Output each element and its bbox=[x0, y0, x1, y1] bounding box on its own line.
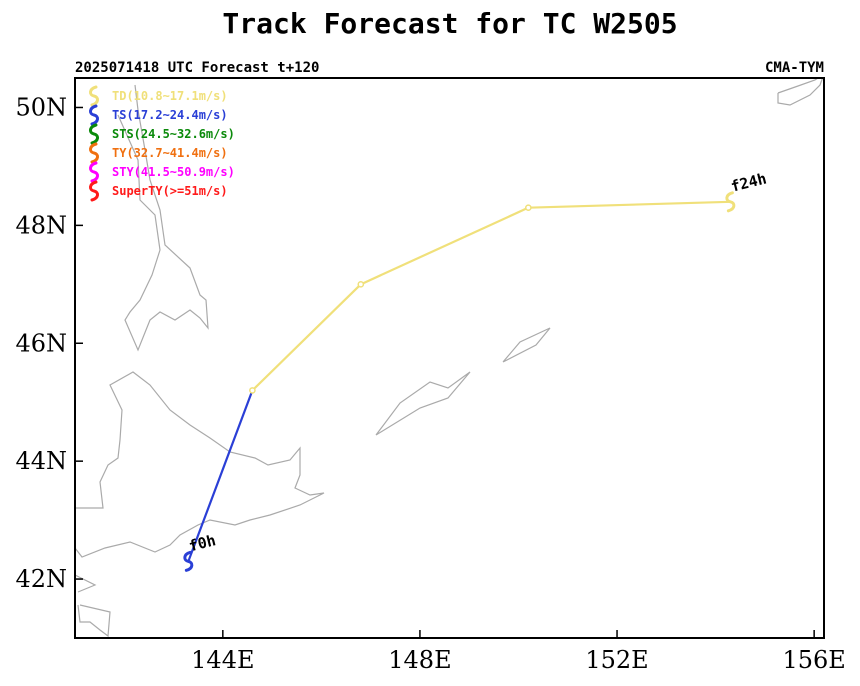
y-tick-label: 42N bbox=[15, 565, 67, 593]
track-annotation: f0h bbox=[187, 531, 218, 555]
legend-label: TS(17.2~24.4m/s) bbox=[112, 108, 228, 122]
legend-symbol bbox=[89, 142, 99, 164]
legend-symbol bbox=[89, 180, 99, 202]
legend-label: SuperTY(>=51m/s) bbox=[112, 184, 228, 198]
track-segment bbox=[360, 206, 529, 286]
chart-subtitle-right: CMA-TYM bbox=[765, 60, 824, 76]
legend-label: STY(41.5~50.9m/s) bbox=[112, 165, 235, 179]
legend-symbol bbox=[89, 104, 99, 126]
legend-symbol bbox=[89, 85, 99, 107]
track-segment bbox=[251, 283, 362, 392]
legend-label: STS(24.5~32.6m/s) bbox=[112, 127, 235, 141]
legend-symbol bbox=[89, 123, 99, 145]
track-point bbox=[249, 387, 256, 394]
track-point bbox=[357, 280, 365, 288]
plot-frame bbox=[74, 77, 825, 639]
track-layer bbox=[183, 191, 736, 572]
legend-symbol bbox=[89, 161, 99, 183]
axes: 144E 148E 152E 156E 42N 44N 46N 48N 50N bbox=[15, 93, 845, 674]
coastline-map bbox=[75, 78, 824, 638]
x-tick-label: 152E bbox=[585, 646, 648, 674]
track-point bbox=[524, 204, 532, 212]
legend-label: TY(32.7~41.4m/s) bbox=[112, 146, 228, 160]
track-point-symbol bbox=[725, 191, 736, 213]
track-segment bbox=[187, 390, 254, 562]
legend-label: TD(10.8~17.1m/s) bbox=[112, 89, 228, 103]
y-tick-label: 48N bbox=[15, 211, 67, 239]
chart-subtitle-left: 2025071418 UTC Forecast t+120 bbox=[75, 60, 319, 76]
annotations: f0h f24h bbox=[187, 169, 768, 555]
y-tick-label: 50N bbox=[15, 93, 67, 121]
track-annotation: f24h bbox=[729, 169, 768, 195]
track-segment bbox=[528, 200, 731, 209]
y-tick-label: 44N bbox=[15, 447, 67, 475]
x-tick-label: 148E bbox=[388, 646, 451, 674]
chart-title: Track Forecast for TC W2505 bbox=[222, 7, 677, 40]
x-tick-label: 156E bbox=[782, 646, 845, 674]
x-tick-label: 144E bbox=[191, 646, 254, 674]
y-tick-label: 46N bbox=[15, 329, 67, 357]
track-point-symbol bbox=[183, 550, 194, 572]
legend: TD(10.8~17.1m/s) TS(17.2~24.4m/s) STS(24.5… bbox=[89, 85, 235, 202]
